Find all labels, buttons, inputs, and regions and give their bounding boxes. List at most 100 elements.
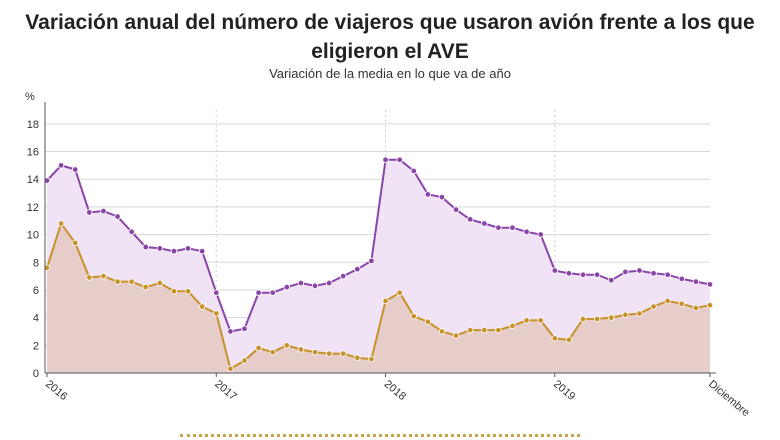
avion-point [565, 270, 573, 277]
ave-point [72, 239, 79, 247]
x-tick-label: 2017 [212, 378, 238, 403]
x-tick-label: Diciembre [706, 378, 752, 419]
ave-point [325, 350, 333, 357]
avion-point [593, 271, 601, 278]
ave-point [678, 300, 685, 307]
avion-point [86, 209, 93, 216]
avion-point [297, 279, 305, 287]
legend-decoration [180, 434, 580, 437]
avion-point [537, 231, 544, 238]
y-tick-label: 8 [33, 257, 39, 269]
avion-point [678, 275, 685, 283]
avion-point [100, 207, 107, 215]
area-layer [47, 159, 710, 373]
x-tick-label: 2019 [551, 378, 577, 403]
avion-point [241, 325, 248, 332]
ave-point [523, 317, 530, 324]
ave-point [57, 220, 65, 227]
ave-point [297, 346, 305, 353]
ave-point [100, 272, 107, 280]
avion-point [452, 206, 460, 213]
ave-point [438, 328, 446, 335]
avion-point [227, 328, 234, 335]
ave-point [452, 332, 460, 339]
y-tick-label: 6 [33, 285, 39, 297]
avion-point [664, 271, 671, 278]
avion-point [213, 289, 220, 296]
avion-point [354, 265, 361, 273]
ave-point [481, 326, 488, 334]
ave-point [156, 279, 164, 287]
avion-point [650, 270, 657, 277]
y-tick-label: 4 [33, 313, 39, 325]
avion-point [509, 224, 516, 231]
ave-point [509, 322, 516, 330]
x-tick-label: 2016 [43, 378, 69, 403]
ave-point [593, 315, 601, 323]
avion-point [495, 224, 502, 231]
avion-point [340, 272, 347, 280]
ave-point [537, 317, 544, 324]
avion-point [466, 216, 474, 223]
avion-point [43, 177, 51, 184]
avion-point [269, 289, 276, 296]
ave-point [692, 304, 700, 312]
avion-point [579, 271, 587, 278]
ave-point [608, 314, 615, 321]
avion-point [382, 156, 389, 164]
ave-point [622, 311, 629, 319]
avion-point [325, 279, 333, 287]
y-axis-unit-label: % [25, 91, 35, 103]
ave-point [340, 350, 347, 357]
avion-point [481, 220, 488, 227]
ave-point [664, 297, 671, 305]
avion-point [142, 243, 149, 251]
y-tick-label: 10 [27, 230, 39, 242]
y-tick-label: 18 [27, 119, 39, 131]
ave-point [198, 303, 206, 310]
avion-point [622, 268, 629, 276]
ave-point [283, 342, 291, 349]
y-tick-label: 2 [33, 340, 39, 352]
chart-subtitle: Variación de la media en lo que va de añ… [269, 66, 511, 81]
avion-point [114, 213, 121, 220]
y-tick-label: 12 [27, 202, 39, 214]
avion-point [424, 191, 432, 198]
ave-point [706, 301, 714, 309]
avion-point [551, 267, 559, 274]
ave-point [184, 288, 192, 295]
ave-point [213, 310, 220, 317]
ave-point [368, 355, 375, 363]
avion-point [184, 245, 192, 252]
ave-point [396, 289, 403, 296]
ave-point [227, 365, 234, 373]
avion-point [438, 194, 446, 201]
y-tick-label: 16 [27, 147, 39, 159]
point-layer [43, 156, 714, 373]
ave-point [142, 283, 149, 291]
ave-point [241, 357, 248, 364]
ave-point [579, 315, 587, 323]
x-tick-label: 2018 [382, 378, 408, 403]
ave-point [636, 310, 643, 317]
ave-point [311, 349, 319, 356]
ave-point [650, 303, 657, 310]
ave-point [114, 278, 121, 285]
avion-point [692, 278, 700, 285]
ave-point [466, 326, 474, 334]
ave-point [551, 335, 559, 342]
ave-point [565, 336, 573, 343]
avion-point [283, 283, 291, 291]
avion-point [368, 257, 375, 265]
ave-point [410, 313, 417, 320]
ave-area [47, 223, 710, 373]
avion-point [636, 267, 643, 274]
chart-title: Variación anual del número de viajeros q… [25, 11, 755, 63]
ave-point [424, 318, 432, 325]
avion-point [170, 247, 178, 255]
ave-point [495, 326, 502, 334]
avion-point [523, 228, 530, 236]
avion-point [57, 162, 65, 169]
